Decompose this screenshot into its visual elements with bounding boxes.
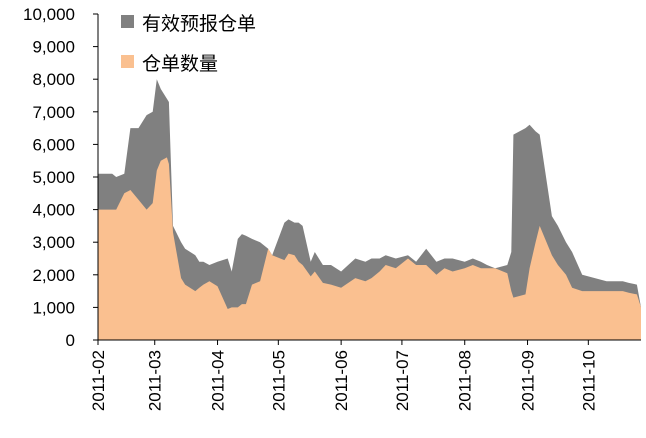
- x-tick-label: 2011-06: [332, 350, 351, 411]
- y-tick-label: 7,000: [32, 103, 75, 122]
- x-tick-label: 2011-02: [89, 350, 108, 411]
- y-tick-label: 8,000: [32, 70, 75, 89]
- legend-swatch-forecast-receipts: [121, 15, 134, 28]
- legend-label-forecast-receipts: 有效预报仓单: [142, 13, 256, 35]
- y-tick-label: 0: [66, 331, 75, 350]
- chart-areas: [98, 79, 641, 340]
- x-tick-label: 2011-08: [456, 350, 475, 411]
- x-tick-label: 2011-05: [269, 350, 288, 411]
- legend-label-warehouse-receipts: 仓单数量: [142, 53, 218, 75]
- y-tick-label: 4,000: [32, 201, 75, 220]
- x-tick-label: 2011-07: [393, 350, 412, 411]
- legend: 有效预报仓单 仓单数量: [121, 13, 256, 75]
- x-tick-label: 2011-09: [519, 350, 538, 411]
- y-tick-label: 6,000: [32, 135, 75, 154]
- x-tick-label: 2011-04: [209, 350, 228, 411]
- series-area-1: [98, 157, 641, 340]
- y-tick-label: 5,000: [32, 168, 75, 187]
- y-tick-label: 9,000: [32, 38, 75, 57]
- y-tick-label: 3,000: [32, 233, 75, 252]
- y-tick-label: 1,000: [32, 298, 75, 317]
- legend-swatch-warehouse-receipts: [121, 55, 134, 68]
- y-tick-label: 2,000: [32, 266, 75, 285]
- x-tick-label: 2011-10: [579, 350, 598, 411]
- y-axis-ticks: 0 1,000 2,000 3,000 4,000 5,000 6,000 7,000 8,00…: [23, 5, 98, 350]
- x-tick-label: 2011-03: [146, 350, 165, 411]
- x-axis-ticks: 2011-02 2011-03 2011-04 2011-05 2011-06 2011-…: [89, 340, 598, 411]
- y-tick-label: 10,000: [23, 5, 75, 24]
